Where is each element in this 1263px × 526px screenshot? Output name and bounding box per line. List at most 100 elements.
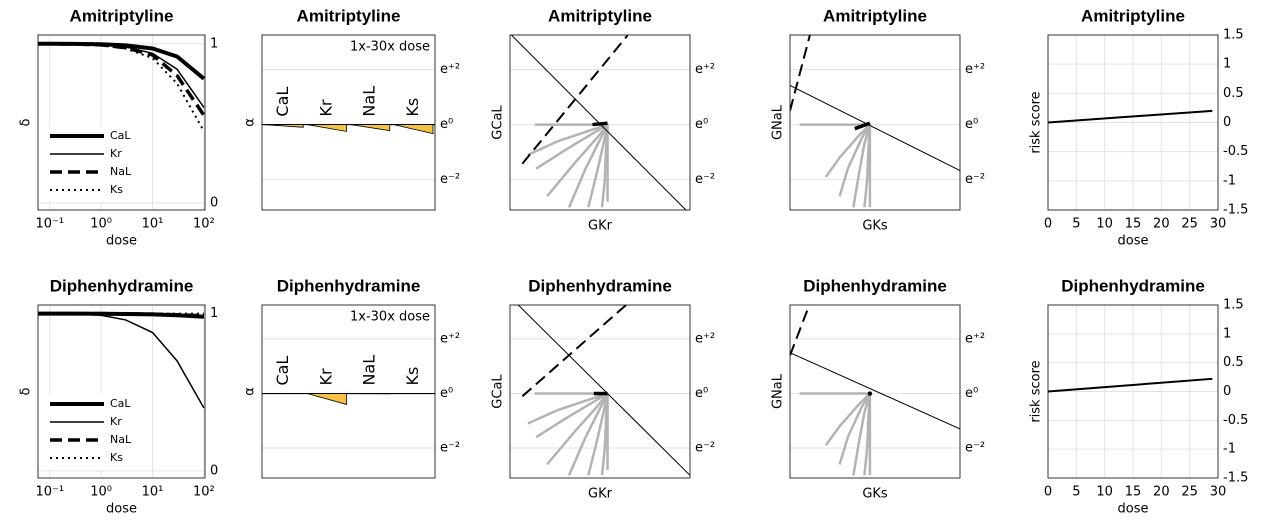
- trace: [838, 392, 871, 465]
- category-label: NaL: [360, 86, 379, 117]
- x-axis-label: dose: [106, 502, 137, 517]
- trace: [535, 392, 609, 439]
- x-tick-label: 0: [1044, 217, 1052, 232]
- y-tick-label: e⁺²: [440, 332, 460, 347]
- x-tick-label: 10¹: [142, 485, 164, 500]
- y-tick-label: 1: [1223, 57, 1231, 72]
- plot-frame: [261, 34, 436, 211]
- category-label: Ks: [403, 367, 422, 386]
- x-tick-label: 10¹: [142, 217, 164, 232]
- line: [1048, 377, 1213, 393]
- line: [854, 121, 871, 131]
- y-axis-label: δ: [19, 387, 34, 395]
- x-tick-label: 25: [1181, 485, 1198, 500]
- y-tick-label: e⁺²: [695, 62, 715, 77]
- legend-label: NaL: [110, 433, 132, 446]
- trace: [587, 393, 609, 476]
- y-tick-label: e⁰: [965, 386, 978, 401]
- annotation: 1x-30x dose: [350, 40, 430, 55]
- y-tick-label: 0.5: [1223, 355, 1244, 370]
- legend-label: NaL: [110, 165, 132, 178]
- x-axis-label: dose: [1118, 234, 1149, 249]
- legend-label: Ks: [110, 183, 123, 196]
- y-tick-label: 0: [210, 463, 218, 478]
- category-label: CaL: [273, 356, 292, 386]
- plot-frame: [37, 304, 206, 479]
- x-tick-label: 10⁻¹: [35, 217, 64, 232]
- y-tick-label: e⁰: [965, 117, 978, 132]
- y-tick-label: 1.5: [1223, 298, 1244, 313]
- legend-label: Ks: [110, 451, 123, 464]
- panel-title: Amitriptyline: [823, 6, 927, 25]
- category-label: Ks: [403, 98, 422, 117]
- trace: [852, 124, 872, 208]
- wedge: [393, 124, 434, 135]
- panel: Diphenhydramine e⁺² e⁰ e⁻² GKs GNaL: [771, 276, 986, 501]
- panel-title: Diphenhydramine: [803, 276, 947, 295]
- trace: [535, 123, 609, 170]
- panel-title: Diphenhydramine: [50, 276, 194, 295]
- y-tick-label: e⁺²: [965, 62, 985, 77]
- panel: Diphenhydramine e⁺² e⁰ e⁻² GKr GCaL: [491, 276, 716, 501]
- wedge: [307, 124, 347, 132]
- x-tick-label: 10⁰: [90, 485, 112, 500]
- x-tick-label: 15: [1125, 217, 1142, 232]
- panel: Amitriptyline 0 1 10⁻¹ 10⁰ 10¹ 10² dose δ CaL Kr Na…: [19, 6, 219, 248]
- y-tick-label: e⁻²: [695, 441, 715, 456]
- panel-title: Diphenhydramine: [528, 276, 672, 295]
- y-axis-label: GCaL: [491, 374, 506, 409]
- line: [790, 352, 960, 430]
- line: [521, 305, 628, 398]
- legend-label: CaL: [110, 397, 131, 410]
- trace: [567, 124, 609, 208]
- plot-frame: [261, 304, 436, 479]
- x-tick-label: 10⁻¹: [35, 485, 64, 500]
- x-axis-label: GKs: [862, 487, 888, 502]
- x-tick-label: 10: [1096, 217, 1113, 232]
- y-axis-label: GNaL: [771, 373, 786, 409]
- wedge: [263, 124, 304, 128]
- line: [790, 35, 811, 112]
- y-tick-label: 0.5: [1223, 86, 1244, 101]
- legend-label: Kr: [110, 415, 122, 428]
- y-axis-label: GCaL: [491, 105, 506, 140]
- panel: Amitriptyline e⁺² e⁰ e⁻² α CaL Kr NaL Ks 1x-30x d…: [243, 6, 460, 211]
- y-tick-label: e⁺²: [440, 62, 460, 77]
- y-tick-label: e⁰: [440, 117, 453, 132]
- y-tick-label: 1: [210, 306, 218, 321]
- y-tick-label: e⁻²: [440, 172, 460, 187]
- plot-frame: [509, 304, 691, 479]
- y-axis-label: α: [243, 118, 258, 127]
- category-label: CaL: [273, 87, 292, 117]
- trace: [587, 124, 609, 208]
- x-axis-label: GKr: [588, 487, 613, 502]
- y-tick-label: e⁰: [695, 386, 708, 401]
- y-tick-label: e⁺²: [965, 332, 985, 347]
- y-tick-label: 1: [210, 36, 218, 51]
- plot-frame: [789, 34, 961, 211]
- legend-label: Kr: [110, 147, 122, 160]
- legend-label: CaL: [110, 129, 131, 142]
- y-tick-label: 1.5: [1223, 28, 1244, 43]
- line: [790, 84, 960, 172]
- trace: [824, 392, 871, 447]
- y-axis-label: α: [243, 387, 258, 396]
- x-tick-label: 30: [1210, 217, 1227, 232]
- line: [517, 305, 690, 476]
- x-axis-label: GKs: [862, 219, 888, 234]
- panel-title: Diphenhydramine: [1061, 276, 1205, 295]
- line: [790, 305, 811, 356]
- panel: Amitriptyline -1.5 -1 -0.5 0 0.5 1 1.5 0 5 10 15 20 2…: [1029, 6, 1249, 248]
- x-tick-label: 20: [1153, 217, 1170, 232]
- panel-title: Diphenhydramine: [277, 276, 421, 295]
- y-tick-label: e⁻²: [965, 172, 985, 187]
- trace: [527, 123, 608, 157]
- y-tick-label: 0: [1223, 115, 1231, 130]
- y-tick-label: e⁰: [440, 386, 453, 401]
- panel: Diphenhydramine 0 1 10⁻¹ 10⁰ 10¹ 10² dose δ CaL Kr…: [19, 276, 219, 516]
- trace: [527, 392, 608, 425]
- x-tick-label: 30: [1210, 485, 1227, 500]
- plot-frame: [37, 34, 206, 211]
- y-tick-label: -0.5: [1223, 413, 1248, 428]
